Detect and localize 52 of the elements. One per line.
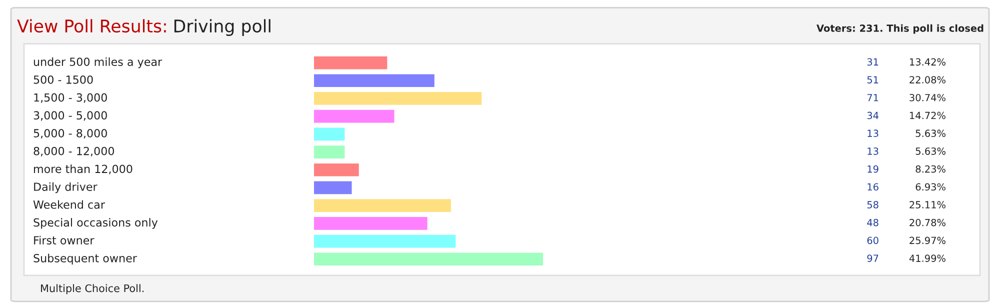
text: Multiple Choice Poll. — [41, 284, 144, 294]
text: 41.99% — [909, 254, 946, 262]
text: 30.74% — [910, 94, 946, 102]
bar — [314, 217, 428, 230]
data-label: 58 — [867, 201, 878, 208]
y-tick-label: 8,000 - 12,000 — [34, 146, 114, 156]
y-tick-label: First owner — [34, 236, 94, 245]
bar — [314, 234, 456, 248]
data-label: 97 — [867, 254, 878, 262]
text: 20.78% — [910, 218, 946, 226]
y-tick-label: more than 12,000 — [34, 164, 132, 174]
text: View Poll Results: — [17, 19, 166, 33]
data-label: 48 — [867, 218, 878, 226]
text: 25.97% — [910, 236, 946, 244]
y-tick-label: under 500 miles a year — [34, 57, 162, 68]
text: 14.72% — [910, 112, 946, 120]
bar — [314, 252, 543, 266]
data-label: 34 — [867, 112, 878, 120]
y-tick-label: Special occasions only — [34, 218, 158, 229]
data-label: 51 — [867, 76, 878, 84]
data-label: 60 — [867, 236, 878, 244]
y-tick-label: 5,000 - 8,000 — [34, 129, 107, 139]
bar — [314, 181, 352, 194]
y-tick-label: 1,500 - 3,000 — [34, 93, 107, 103]
y-tick-label: Weekend car — [33, 200, 105, 209]
bar — [314, 110, 394, 123]
data-label: 31 — [867, 58, 878, 66]
text: 5.63% — [916, 130, 946, 137]
text: 22.08% — [910, 76, 946, 84]
y-tick-label: 500 - 1500 — [34, 75, 93, 84]
data-label: 13 — [868, 130, 878, 137]
bar — [314, 74, 434, 88]
text: 8.23% — [916, 165, 946, 173]
bar — [314, 199, 451, 212]
bar — [314, 56, 388, 70]
chart-subtitle: Driving poll — [174, 19, 270, 36]
text: Voters: 231. This poll is closed — [816, 24, 984, 34]
text: 13.42% — [910, 58, 946, 66]
y-tick-label: 3,000 - 5,000 — [34, 111, 107, 121]
text: 6.93% — [916, 183, 946, 191]
bar — [314, 146, 345, 158]
y-tick-label: Subsequent owner — [34, 254, 137, 265]
data-label: 13 — [868, 148, 878, 155]
text: 25.11% — [910, 201, 946, 208]
bar — [314, 92, 482, 105]
y-tick-label: Daily driver — [34, 182, 98, 194]
text: 5.63% — [916, 148, 946, 155]
bar — [314, 163, 359, 176]
data-label: 19 — [868, 165, 878, 173]
data-label: 71 — [867, 94, 878, 102]
bar — [314, 128, 345, 141]
data-label: 16 — [868, 183, 878, 191]
